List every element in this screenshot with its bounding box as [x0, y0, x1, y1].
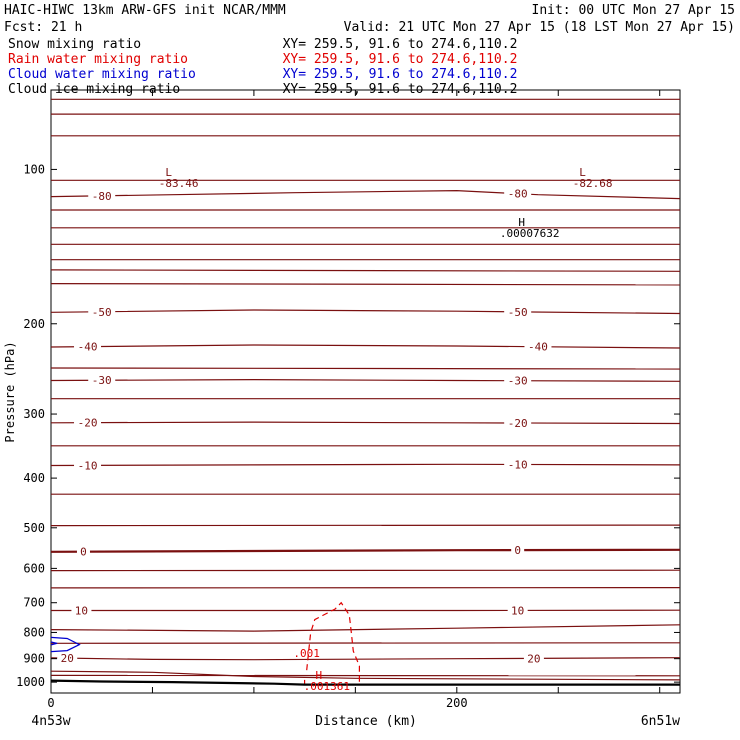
terrain-line — [50, 679, 680, 686]
isotherm-line — [50, 283, 681, 286]
legend-field-name: Cloud water mixing ratio — [8, 67, 196, 82]
extremum-marker: L — [579, 166, 586, 179]
isotherm-label-bg — [524, 340, 552, 353]
isotherm-label-bg — [504, 458, 532, 471]
isotherm-label: -20 — [78, 417, 98, 430]
isotherm-label-bg — [523, 652, 544, 665]
isotherm-line-labeled — [50, 309, 681, 315]
y-tick-label: 1000 — [16, 675, 45, 689]
cloud-water-contour-line — [50, 636, 81, 653]
isotherm-label-bg — [507, 604, 528, 617]
isotherm-line — [50, 269, 681, 272]
isotherm-label: -40 — [78, 341, 98, 354]
isotherm-label: -30 — [92, 374, 112, 387]
isotherm-label: 10 — [75, 605, 88, 618]
plot-frame — [50, 89, 681, 694]
isotherm-line — [50, 524, 681, 527]
isotherm-line-labeled — [50, 379, 681, 382]
y-tick-label: 900 — [23, 652, 45, 666]
isotherm-label: -80 — [508, 188, 528, 201]
terrain-surface — [50, 679, 680, 686]
extremum-marker: H — [518, 216, 525, 229]
isotherm-label-bg — [71, 604, 92, 617]
isotherm-label: -10 — [508, 458, 528, 471]
isotherm-line-labeled — [50, 548, 681, 553]
legend-field-name: Snow mixing ratio — [8, 37, 141, 52]
isotherm-line — [50, 367, 681, 370]
isotherm-label-bg — [88, 374, 116, 387]
legend-field-xy: XY= 259.5, 91.6 to 274.6,110.2 — [283, 52, 518, 67]
isotherm-label-bg — [504, 374, 532, 387]
extremum-value: .001361 — [304, 680, 350, 693]
isotherm-line-labeled — [50, 657, 681, 661]
isotherm-line — [50, 670, 681, 681]
isotherm-label-bg — [57, 652, 78, 665]
extremum-value: .00007632 — [500, 227, 560, 240]
isotherm-line — [50, 642, 681, 644]
contour-labels: -80 -80 -50 -50 -40 -40 -30 -30 -20 -20 -10 -10 0 0 10… — [57, 166, 612, 693]
right-endpoint-label: 6n51w — [641, 714, 680, 729]
header-valid: Valid: 21 UTC Mon 27 Apr 15 (18 LST Mon … — [344, 20, 735, 35]
y-tick-label: 400 — [23, 471, 45, 485]
isotherm-line — [50, 624, 681, 632]
isotherm-label: 20 — [527, 652, 540, 665]
legend-field-xy: XY= 259.5, 91.6 to 274.6,110.2 — [283, 67, 518, 82]
y-tick-label: 100 — [23, 162, 45, 176]
rain-contour-line — [306, 601, 360, 685]
cloud-water-contour-line — [50, 641, 58, 646]
y-tick-label: 800 — [23, 625, 45, 639]
y-tick-label: 300 — [23, 407, 45, 421]
isotherm-line-labeled — [50, 421, 681, 425]
left-endpoint-label: 4n53w — [31, 714, 70, 729]
isotherm-label: 20 — [61, 652, 74, 665]
header-fcst: Fcst: 21 h — [4, 20, 82, 35]
y-tick-label: 600 — [23, 561, 45, 575]
isotherm-label: -50 — [508, 306, 528, 319]
plot-area: -80 -80-50 -50-40 -40-30 -30-20 -20-10 -100 010… — [16, 89, 681, 710]
isotherm-label-bg — [504, 416, 532, 429]
y-tick-label: 500 — [23, 521, 45, 535]
isotherm-label-bg — [74, 459, 102, 472]
isotherm-label-bg — [88, 305, 116, 318]
extremum-value: -82.68 — [573, 177, 613, 190]
isotherm-label: 10 — [511, 604, 524, 617]
isotherm-label: -20 — [508, 417, 528, 430]
isotherm-label-bg — [504, 187, 532, 200]
isotherm-label: 0 — [514, 544, 521, 557]
isotherm-label-bg — [88, 189, 116, 202]
isotherm-label: -50 — [92, 306, 112, 319]
isotherm-label: -80 — [92, 190, 112, 203]
header-init: Init: 00 UTC Mon 27 Apr 15 — [532, 3, 736, 18]
isotherm-lines — [50, 98, 681, 681]
x-tick-label: 0 — [47, 696, 54, 710]
x-tick-label: 200 — [446, 696, 468, 710]
extremum-marker: L — [165, 166, 172, 179]
isotherm-label-bg — [504, 305, 532, 318]
isotherm-label-bg — [511, 544, 525, 557]
rain-contour-label: .001 — [293, 647, 320, 660]
isotherm-line-labeled — [50, 463, 681, 467]
y-axis-label: Pressure (hPa) — [3, 341, 17, 442]
y-tick-label: 700 — [23, 596, 45, 610]
isotherm-label: -10 — [78, 459, 98, 472]
isotherm-label: 0 — [80, 546, 87, 559]
isotherm-label: -30 — [508, 375, 528, 388]
isotherm-label: -40 — [528, 341, 548, 354]
extremum-value: -83.46 — [159, 177, 199, 190]
isotherm-label-bg — [74, 416, 102, 429]
isotherm-line-labeled — [50, 344, 681, 349]
extremum-marker: H — [316, 669, 323, 682]
legend-field-name: Rain water mixing ratio — [8, 52, 188, 67]
field-legend: Snow mixing ratio XY= 259.5, 91.6 to 274.… — [8, 37, 517, 97]
cloud-water-contours — [50, 636, 81, 653]
isotherm-line-labeled — [50, 189, 681, 200]
y-tick-label: 200 — [23, 317, 45, 331]
header-title: HAIC-HIWC 13km ARW-GFS init NCAR/MMM — [4, 3, 286, 18]
isotherm-label-bg — [76, 545, 90, 558]
isotherm-label-bg — [74, 340, 102, 353]
legend-field-xy: XY= 259.5, 91.6 to 274.6,110.2 — [283, 37, 518, 52]
x-axis-label: Distance (km) — [315, 714, 417, 729]
